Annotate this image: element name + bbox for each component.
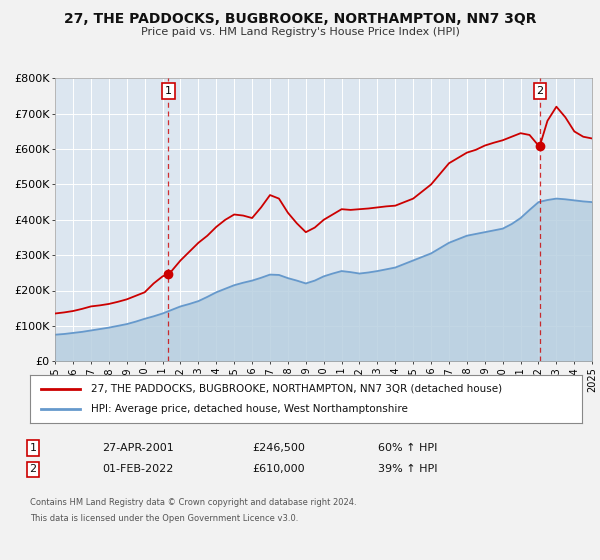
Text: This data is licensed under the Open Government Licence v3.0.: This data is licensed under the Open Gov… (30, 514, 298, 523)
Text: 01-FEB-2022: 01-FEB-2022 (102, 464, 173, 474)
Text: Price paid vs. HM Land Registry's House Price Index (HPI): Price paid vs. HM Land Registry's House … (140, 27, 460, 37)
Text: £610,000: £610,000 (252, 464, 305, 474)
Text: 2: 2 (536, 86, 544, 96)
Text: 2: 2 (29, 464, 37, 474)
Text: 27-APR-2001: 27-APR-2001 (102, 443, 174, 453)
Text: 1: 1 (29, 443, 37, 453)
Text: 39% ↑ HPI: 39% ↑ HPI (378, 464, 437, 474)
Text: 60% ↑ HPI: 60% ↑ HPI (378, 443, 437, 453)
Text: HPI: Average price, detached house, West Northamptonshire: HPI: Average price, detached house, West… (91, 404, 407, 414)
Text: 27, THE PADDOCKS, BUGBROOKE, NORTHAMPTON, NN7 3QR: 27, THE PADDOCKS, BUGBROOKE, NORTHAMPTON… (64, 12, 536, 26)
Text: 27, THE PADDOCKS, BUGBROOKE, NORTHAMPTON, NN7 3QR (detached house): 27, THE PADDOCKS, BUGBROOKE, NORTHAMPTON… (91, 384, 502, 394)
Text: Contains HM Land Registry data © Crown copyright and database right 2024.: Contains HM Land Registry data © Crown c… (30, 498, 356, 507)
Text: 1: 1 (165, 86, 172, 96)
Text: £246,500: £246,500 (252, 443, 305, 453)
